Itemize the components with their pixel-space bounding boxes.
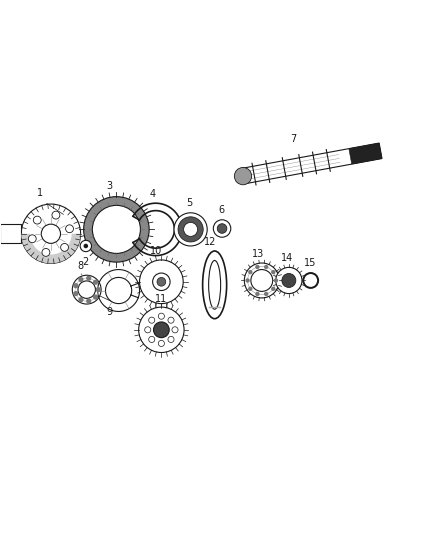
Circle shape [271,270,276,274]
Circle shape [73,291,78,296]
Circle shape [78,277,84,282]
Circle shape [80,240,92,252]
Circle shape [95,287,101,292]
Circle shape [168,336,174,343]
Circle shape [248,287,252,291]
Text: 6: 6 [218,205,224,215]
Circle shape [153,322,169,338]
Circle shape [217,224,227,233]
Circle shape [172,327,178,333]
Text: 2: 2 [83,257,89,267]
Circle shape [148,317,155,323]
Circle shape [92,205,141,253]
Circle shape [157,277,166,286]
Circle shape [84,244,88,248]
Text: 11: 11 [155,294,167,304]
Text: 1: 1 [37,188,43,198]
Circle shape [93,280,98,285]
Circle shape [78,297,84,302]
Circle shape [41,224,60,244]
Circle shape [174,213,207,246]
Text: 12: 12 [204,237,216,247]
Circle shape [140,260,183,304]
Circle shape [84,197,149,262]
Polygon shape [349,143,382,164]
Circle shape [33,216,41,224]
Text: 15: 15 [304,259,316,268]
Circle shape [274,278,278,282]
Circle shape [234,167,252,185]
Text: 7: 7 [290,134,297,144]
Circle shape [248,270,252,274]
Polygon shape [242,143,382,184]
Circle shape [244,263,279,298]
Circle shape [255,292,260,296]
Circle shape [145,327,151,333]
Circle shape [52,211,60,219]
Circle shape [184,222,198,236]
Text: 8: 8 [78,261,84,271]
Circle shape [148,336,155,343]
Circle shape [255,265,260,269]
Circle shape [251,270,273,292]
Text: 4: 4 [149,189,155,199]
Circle shape [93,294,98,300]
Wedge shape [21,234,81,263]
Text: 13: 13 [252,248,265,259]
Circle shape [73,283,78,288]
Circle shape [158,341,164,346]
Circle shape [158,313,164,319]
Text: 10: 10 [149,246,162,256]
Circle shape [139,307,184,352]
Circle shape [66,225,74,233]
Circle shape [245,278,250,282]
Circle shape [86,276,92,281]
Circle shape [78,281,95,298]
Circle shape [168,317,174,323]
Circle shape [152,273,170,290]
Circle shape [264,292,268,296]
Text: 3: 3 [106,181,112,191]
Circle shape [282,273,296,287]
Ellipse shape [203,251,226,319]
Ellipse shape [208,261,221,309]
Circle shape [276,268,302,294]
Text: 9: 9 [106,306,112,317]
Circle shape [21,204,81,263]
Circle shape [72,275,101,304]
Circle shape [271,287,276,291]
Circle shape [264,265,268,269]
Circle shape [178,217,203,242]
Circle shape [42,248,50,256]
Circle shape [213,220,231,237]
Circle shape [86,298,92,304]
Circle shape [303,273,318,288]
Circle shape [60,244,68,252]
Text: 14: 14 [281,253,293,263]
Circle shape [28,235,36,243]
Text: 5: 5 [186,198,192,208]
Bar [0,224,21,244]
